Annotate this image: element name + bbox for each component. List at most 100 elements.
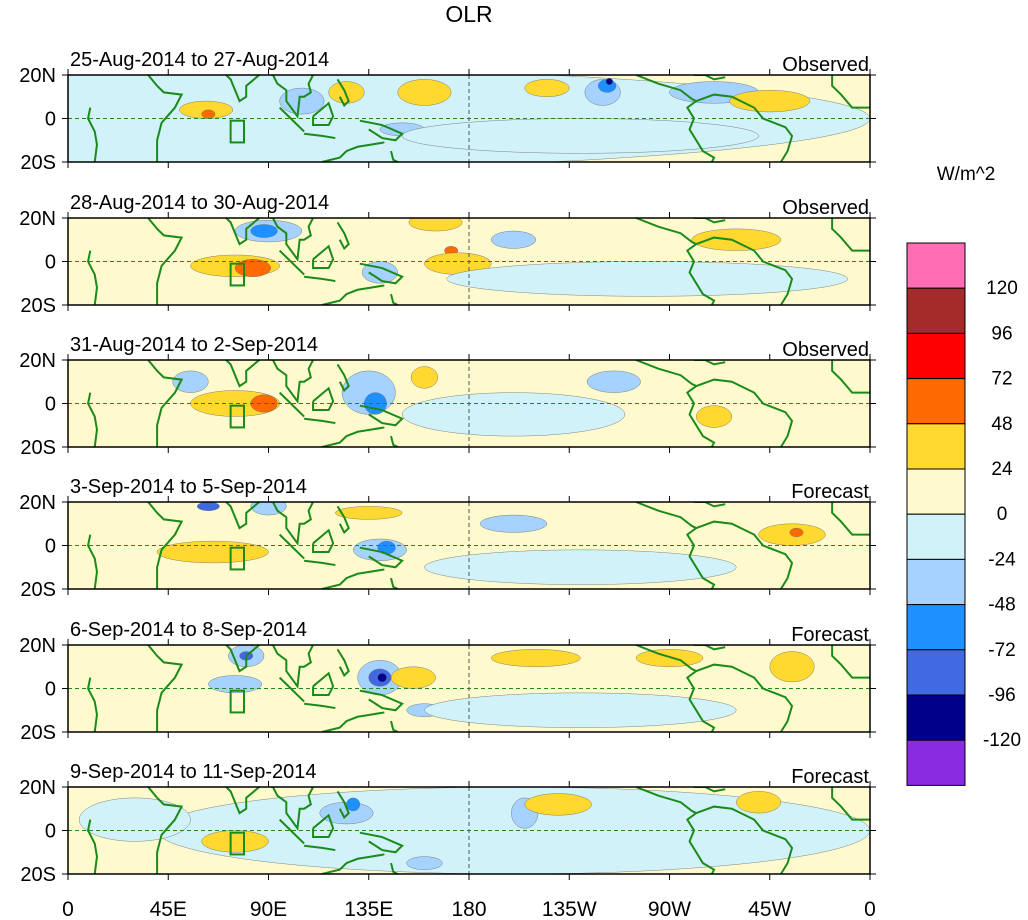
panel-kind-label: Observed [782,197,869,219]
coastline [694,645,726,651]
y-tick-label: 20S [20,722,56,744]
coastline [359,689,404,712]
coastline [359,119,404,142]
coastline [147,218,184,305]
coastline [831,360,870,394]
coastline [312,671,335,697]
anomaly-contour [250,224,278,238]
colorbar-swatch [906,558,966,606]
map-panel: 20N 0 20S 9-Sep-2014 to 11-Sep-2014 Forecast [19,761,876,886]
panel-date-range: 6-Sep-2014 to 8-Sep-2014 [70,619,307,641]
coastline [304,559,336,567]
panel-date-range: 3-Sep-2014 to 5-Sep-2014 [70,476,307,498]
coastline [86,677,98,732]
coastline [147,360,184,447]
coastline [312,813,335,839]
coastline [278,676,305,703]
colorbar-label: 120 [986,278,1018,299]
anomaly-contour [410,366,439,389]
anomaly-contour [479,514,548,533]
colorbar-swatch [906,513,966,560]
y-tick-label: 20S [20,437,56,459]
anomaly-contour [328,81,365,104]
coastline [312,101,335,127]
coastline [312,244,335,270]
coastline [694,75,726,81]
chart-title: OLR [445,1,492,27]
coastline [336,505,350,535]
anomaly-contour [635,649,704,667]
anomaly-contour [736,791,782,814]
anomaly-contour [446,261,848,297]
coastline [304,417,336,425]
coastline [336,78,350,108]
coastline [635,360,716,447]
coastline [694,360,726,366]
coastline [304,275,336,283]
map-panel: 20N 0 20S 31-Aug-2014 to 2-Sep-2014 Observed [19,334,876,459]
x-tick-label: 45W [748,898,791,920]
x-tick-label: 180 [451,898,486,920]
coastline [86,250,98,305]
y-tick-label: 0 [45,252,56,274]
coastline [359,546,404,569]
colorbar-swatch [906,604,966,651]
coastline [694,218,726,224]
coastline [359,404,404,427]
y-tick-label: 20S [20,864,56,886]
coastline [694,502,726,508]
anomaly-contour [172,370,209,393]
colorbar-label: -24 [988,549,1016,570]
coastline [359,831,404,854]
anomaly-contour [605,78,613,85]
colorbar-label: 24 [991,459,1013,480]
coastline [147,75,184,162]
colorbar-unit: W/m^2 [937,164,996,185]
colorbar-label: 48 [991,414,1012,435]
anomaly-contour [346,797,361,812]
coastline [831,502,870,536]
coastline [194,502,314,546]
anomaly-contour [691,228,782,251]
coastline [312,386,335,412]
coastline [321,141,385,162]
coastline [336,363,350,393]
colorbar-label: -48 [988,595,1015,616]
anomaly-contour [390,666,436,689]
colorbar-swatch [906,649,966,696]
x-tick-label: 0 [62,898,74,920]
coastline [86,534,98,589]
coastline [831,645,870,679]
anomaly-contour [769,651,815,683]
coastline [194,645,314,689]
y-tick-label: 0 [45,536,56,558]
anomaly-contour [197,502,220,511]
index-box [229,262,245,287]
anomaly-contour [208,675,263,694]
colorbar-label: -120 [983,730,1021,751]
coastline [147,645,184,732]
map-panel: 20N 0 20S 3-Sep-2014 to 5-Sep-2014 Forecast [19,476,876,601]
y-tick-label: 20N [19,777,56,799]
colorbar-label: -72 [988,640,1015,661]
map-panel: 20N 0 20S 6-Sep-2014 to 8-Sep-2014 Forecast [19,619,876,744]
y-tick-label: 0 [45,679,56,701]
y-tick-label: 0 [45,394,56,416]
y-tick-label: 0 [45,821,56,843]
panel-kind-label: Observed [782,54,869,76]
colorbar-label: -96 [988,685,1015,706]
coastline [321,711,385,732]
x-tick-label: 0 [864,898,876,920]
anomaly-contour [201,109,216,119]
coastline [635,502,716,589]
anomaly-contour [335,506,403,520]
anomaly-contour [491,649,581,667]
coastline [304,702,336,710]
y-tick-label: 20S [20,295,56,317]
coastline [359,262,404,285]
anomaly-contour [524,793,592,816]
x-tick-label: 90W [648,898,691,920]
coastline [278,106,305,133]
coastline [831,218,870,252]
colorbar-swatch [906,287,966,334]
